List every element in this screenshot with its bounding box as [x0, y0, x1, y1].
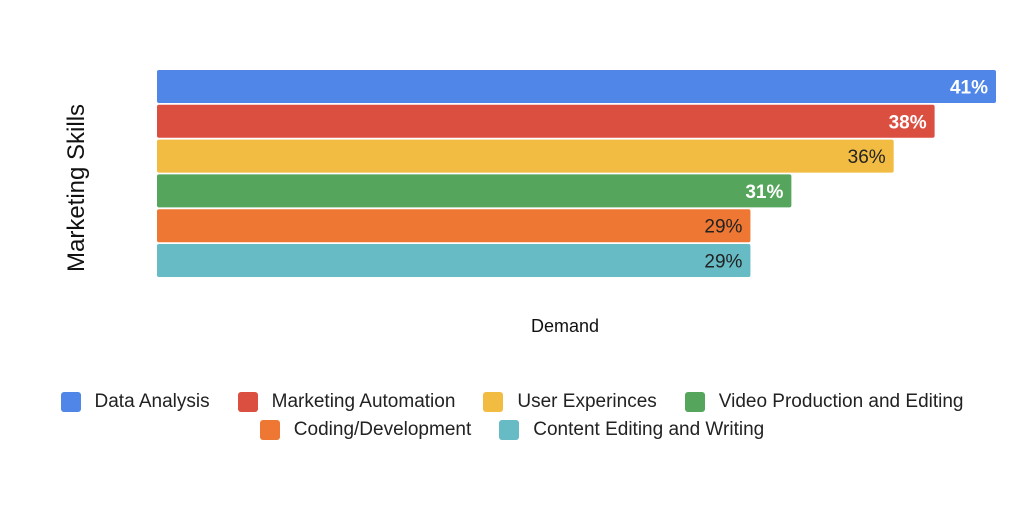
legend-label: User Experinces [517, 391, 657, 412]
bar-value-label: 29% [704, 217, 742, 238]
legend-label: Content Editing and Writing [533, 419, 765, 440]
legend-label: Coding/Development [293, 419, 472, 440]
legend-label: Marketing Automation [271, 391, 456, 412]
legend-row-2: Coding/Development Content Editing and W… [0, 416, 1024, 444]
legend-item: Marketing Automation [237, 391, 456, 413]
legend: Data Analysis Marketing Automation User … [0, 388, 1024, 444]
legend-swatch [483, 392, 504, 412]
legend-label: Video Production and Editing [718, 391, 964, 412]
bar [157, 209, 751, 243]
bar [157, 174, 792, 208]
bar-value-label: 31% [745, 182, 783, 203]
bar [157, 70, 996, 103]
bar-value-label: 29% [704, 252, 742, 273]
legend-swatch [237, 392, 258, 412]
bar [157, 244, 751, 277]
legend-swatch [259, 420, 280, 440]
legend-swatch [499, 420, 520, 440]
legend-swatch [60, 392, 81, 412]
legend-item: Video Production and Editing [684, 391, 964, 413]
bar [157, 104, 935, 138]
legend-item: Data Analysis [60, 391, 210, 413]
bars-group: 41%38%36%31%29%29% [157, 70, 996, 277]
legend-item: User Experinces [483, 391, 657, 413]
x-axis-title: Demand [531, 316, 599, 336]
y-axis-title: Marketing Skills [63, 104, 90, 272]
bar [157, 139, 894, 173]
legend-swatch [684, 392, 705, 412]
legend-label: Data Analysis [94, 391, 210, 412]
bar-value-label: 41% [950, 78, 988, 99]
legend-item: Coding/Development [259, 419, 472, 441]
legend-item: Content Editing and Writing [499, 419, 764, 441]
bar-value-label: 36% [848, 147, 886, 168]
legend-row-1: Data Analysis Marketing Automation User … [0, 388, 1024, 416]
bar-value-label: 38% [889, 112, 927, 133]
